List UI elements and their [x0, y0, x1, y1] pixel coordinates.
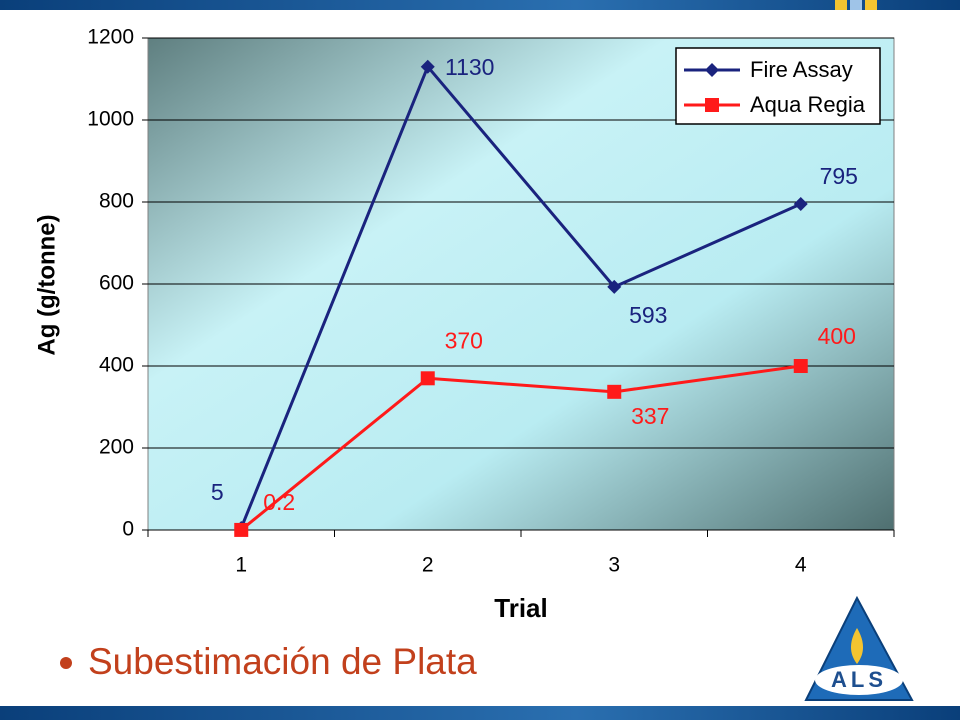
top-accent	[865, 0, 877, 10]
data-point	[420, 59, 435, 74]
legend: Fire Assay Aqua Regia	[675, 47, 881, 125]
top-accent	[835, 0, 847, 10]
legend-marker	[705, 98, 719, 112]
logo-ellipse	[815, 665, 903, 695]
data-label: 593	[629, 302, 667, 328]
y-tick-label: 200	[99, 436, 134, 459]
y-tick-label: 1000	[87, 108, 134, 131]
data-label: 5	[211, 479, 224, 505]
top-band	[0, 0, 960, 10]
top-accent	[850, 0, 862, 10]
series-line	[240, 364, 801, 532]
data-label: 337	[631, 403, 669, 429]
series-line	[239, 63, 802, 529]
logo: ALS	[804, 595, 914, 701]
y-axis-label: Ag (g/tonne)	[33, 214, 60, 355]
legend-marker	[705, 63, 719, 77]
data-label: 370	[445, 327, 483, 353]
x-tick-label: 4	[795, 554, 807, 577]
x-axis-label: Trial	[494, 593, 547, 623]
data-label: 0.2	[263, 489, 295, 515]
data-point	[607, 384, 622, 399]
data-point	[793, 359, 808, 373]
y-tick-label: 0	[122, 518, 134, 541]
x-tick-label: 3	[608, 554, 620, 577]
data-label: 1130	[445, 54, 494, 80]
data-label: 400	[818, 323, 856, 349]
data-point	[607, 279, 622, 294]
data-point	[420, 371, 435, 386]
data-point	[234, 522, 249, 537]
x-tick-label: 2	[422, 554, 434, 577]
bullet-text: Subestimación de Plata	[88, 641, 477, 682]
legend-label: Fire Assay	[750, 57, 853, 82]
data-label: 795	[820, 163, 858, 189]
y-tick-label: 400	[99, 354, 134, 377]
y-tick-label: 800	[99, 190, 134, 213]
logo-flame	[850, 628, 864, 664]
y-tick-label: 1200	[87, 26, 134, 49]
y-tick-label: 600	[99, 272, 134, 295]
legend-label: Aqua Regia	[750, 92, 866, 117]
bullet-dot	[60, 657, 72, 669]
data-point	[793, 197, 808, 212]
bottom-band	[0, 706, 960, 720]
logo-text: ALS	[831, 667, 887, 692]
x-tick-label: 1	[235, 554, 247, 577]
